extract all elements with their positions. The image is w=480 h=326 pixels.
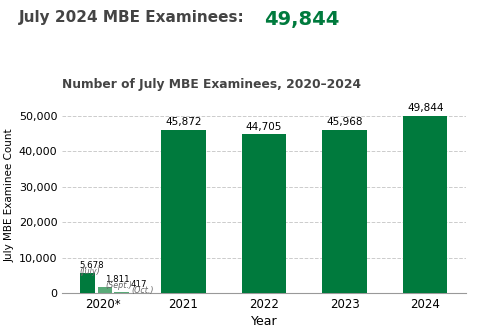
Bar: [323, 130, 367, 293]
X-axis label: Year: Year: [251, 316, 277, 326]
Bar: [114, 292, 129, 293]
Text: 45,968: 45,968: [326, 117, 363, 127]
Text: (Oct.): (Oct.): [131, 286, 154, 295]
Text: 417: 417: [131, 280, 147, 289]
Text: 45,872: 45,872: [165, 117, 202, 127]
Text: 1,811: 1,811: [105, 275, 130, 284]
Bar: [98, 287, 112, 293]
Text: July 2024 MBE Examinees:: July 2024 MBE Examinees:: [19, 10, 255, 25]
Bar: [161, 130, 205, 293]
Text: Number of July MBE Examinees, 2020–2024: Number of July MBE Examinees, 2020–2024: [62, 78, 361, 91]
Y-axis label: July MBE Examinee Count: July MBE Examinee Count: [5, 129, 15, 262]
Text: (Sept.): (Sept.): [105, 281, 132, 290]
Text: 49,844: 49,844: [407, 103, 444, 113]
Bar: [242, 134, 286, 293]
Bar: [403, 116, 447, 293]
Text: 44,705: 44,705: [246, 122, 282, 132]
Text: 5,678: 5,678: [79, 261, 104, 270]
Bar: [80, 273, 95, 293]
Text: 49,844: 49,844: [264, 10, 339, 29]
Text: (July): (July): [79, 267, 100, 276]
